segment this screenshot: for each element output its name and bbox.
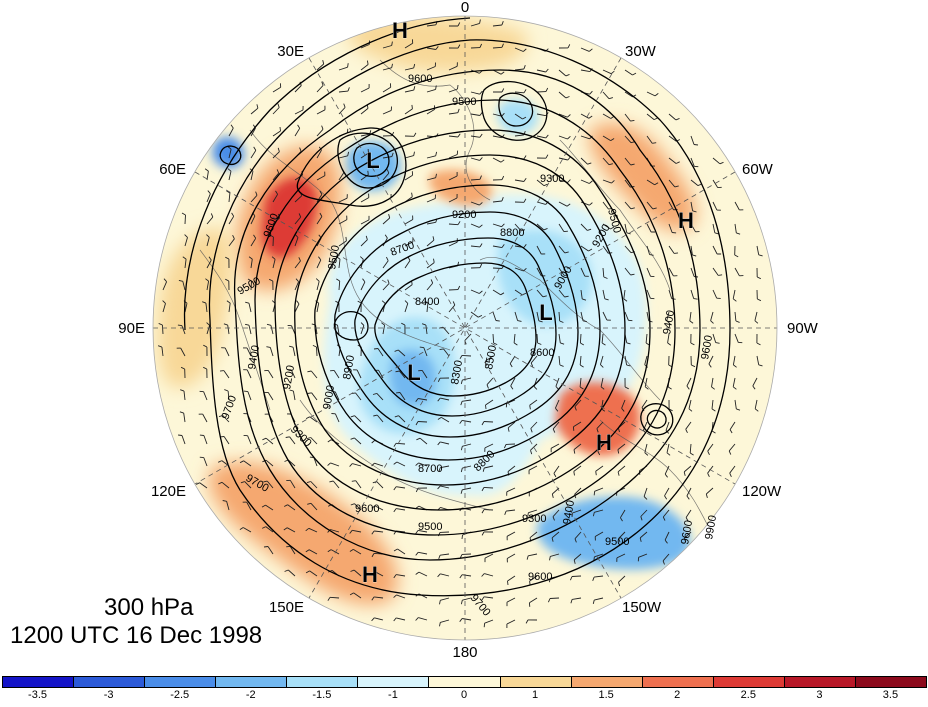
wind-barb-flag — [674, 253, 678, 254]
contour-label: 8700 — [418, 463, 442, 475]
contour-label: 9600 — [355, 503, 379, 515]
colorbar-swatch — [855, 676, 927, 688]
wind-barb-flag — [486, 405, 487, 409]
colorbar-swatch — [571, 676, 643, 688]
low-center-arctic: L — [539, 300, 552, 325]
colorbar-swatch — [286, 676, 358, 688]
colorbar-tick-label: 2.5 — [741, 689, 756, 701]
lon-label-30w: 30W — [625, 43, 657, 60]
lon-label-90e: 90E — [118, 320, 145, 337]
wind-barb-flag — [508, 581, 509, 585]
wind-barb-flag — [264, 547, 268, 548]
high-center-east: H — [678, 208, 694, 233]
contour-label: 9300 — [540, 173, 564, 185]
contour-label: 9600 — [528, 571, 552, 583]
low-center-siberia: L — [407, 360, 420, 385]
valid-time-label: 1200 UTC 16 Dec 1998 — [10, 622, 262, 650]
colorbar-swatch — [357, 676, 429, 688]
lon-label-60w: 60W — [742, 161, 774, 178]
colorbar-tick-label: -2 — [246, 689, 256, 701]
wind-barb — [572, 576, 581, 577]
high-center-south: H — [362, 562, 378, 587]
contour-label: 9500 — [418, 521, 442, 533]
colorbar-swatch — [784, 676, 856, 688]
colorbar-swatch — [500, 676, 572, 688]
colorbar-swatch — [2, 676, 74, 688]
wind-barb — [580, 334, 581, 343]
lon-label-120w: 120W — [742, 483, 782, 500]
wind-barb — [462, 355, 471, 356]
wind-barb-flag — [694, 299, 698, 300]
colorbar-tick-label: -3.5 — [28, 689, 47, 701]
wind-barb — [185, 215, 186, 224]
wind-barb-flag — [348, 63, 349, 67]
wind-barb — [493, 268, 502, 269]
high-center-north: H — [392, 18, 408, 43]
contour-label: 9300 — [522, 513, 546, 525]
wind-barb-flag — [220, 371, 224, 372]
colorbar-tick-label: -3 — [104, 689, 114, 701]
colorbar-tick-label: 1 — [532, 689, 538, 701]
wind-barb — [550, 598, 559, 599]
colorbar-tick-label: -2.5 — [170, 689, 189, 701]
low-center-ural: L — [366, 148, 379, 173]
wind-barb-flag — [462, 535, 463, 539]
wind-barb-flag — [652, 143, 656, 144]
wind-barb — [484, 422, 493, 423]
wind-barb-flag — [718, 275, 722, 276]
wind-barb — [162, 325, 163, 334]
contour-label: 9600 — [408, 73, 432, 85]
wind-barb-flag — [374, 349, 378, 350]
contour-label: 8800 — [500, 227, 524, 239]
lon-label-150e: 150E — [269, 599, 304, 616]
wind-barb-flag — [244, 391, 248, 392]
lon-label-150w: 150W — [622, 599, 662, 616]
colorbar-swatch — [428, 676, 500, 688]
colorbar-tick-labels: -3.5 -3 -2.5 -2 -1.5 -1 0 1 1.5 2 2.5 3 3.5 — [2, 689, 926, 702]
wind-barb-flag — [178, 435, 182, 436]
lon-label-120e: 120E — [151, 483, 186, 500]
colorbar-tick-label: 1.5 — [598, 689, 613, 701]
wind-barb-flag — [596, 471, 597, 475]
wind-barb — [484, 487, 493, 488]
wind-barb-flag — [458, 85, 459, 89]
colorbar-tick-label: -1 — [388, 689, 398, 701]
colorbar-tick-label: -1.5 — [312, 689, 331, 701]
pressure-level-label: 300 hPa — [104, 594, 193, 622]
lon-label-30e: 30E — [277, 43, 304, 60]
lon-label-180: 180 — [452, 644, 477, 661]
colorbar-swatch — [713, 676, 785, 688]
colorbar-swatch — [144, 676, 216, 688]
wind-barb-flag — [694, 145, 698, 146]
lon-label-0: 0 — [461, 0, 469, 16]
wind-barb — [317, 347, 318, 356]
lon-label-60e: 60E — [159, 161, 186, 178]
colorbar-swatch — [642, 676, 714, 688]
wind-barb-flag — [420, 347, 424, 348]
contour-label: 9500 — [452, 96, 476, 108]
colorbar-tick-label: 3 — [816, 689, 822, 701]
wind-barb-flag — [412, 105, 413, 109]
wind-barb-flag — [346, 237, 347, 241]
wind-barb — [537, 334, 538, 343]
contour-label: 9500 — [605, 536, 629, 548]
wind-barb — [493, 334, 494, 343]
colorbar-swatch — [215, 676, 287, 688]
wind-barb-flag — [496, 321, 500, 322]
wind-barb-flag — [352, 481, 356, 482]
wind-barb — [418, 422, 427, 423]
lon-label-90w: 90W — [787, 320, 819, 337]
colorbar-tick-label: 0 — [461, 689, 467, 701]
colorbar — [2, 676, 926, 688]
contour-label: 8400 — [415, 296, 439, 308]
high-center-southeast: H — [596, 430, 612, 455]
colorbar-swatch — [73, 676, 145, 688]
colorbar-tick-label: 3.5 — [883, 689, 898, 701]
wind-barb-flag — [178, 325, 182, 326]
contour-label: 8600 — [530, 347, 554, 359]
contour-label: 9200 — [452, 209, 476, 221]
wind-barb-flag — [280, 127, 281, 131]
colorbar-tick-label: 2 — [674, 689, 680, 701]
